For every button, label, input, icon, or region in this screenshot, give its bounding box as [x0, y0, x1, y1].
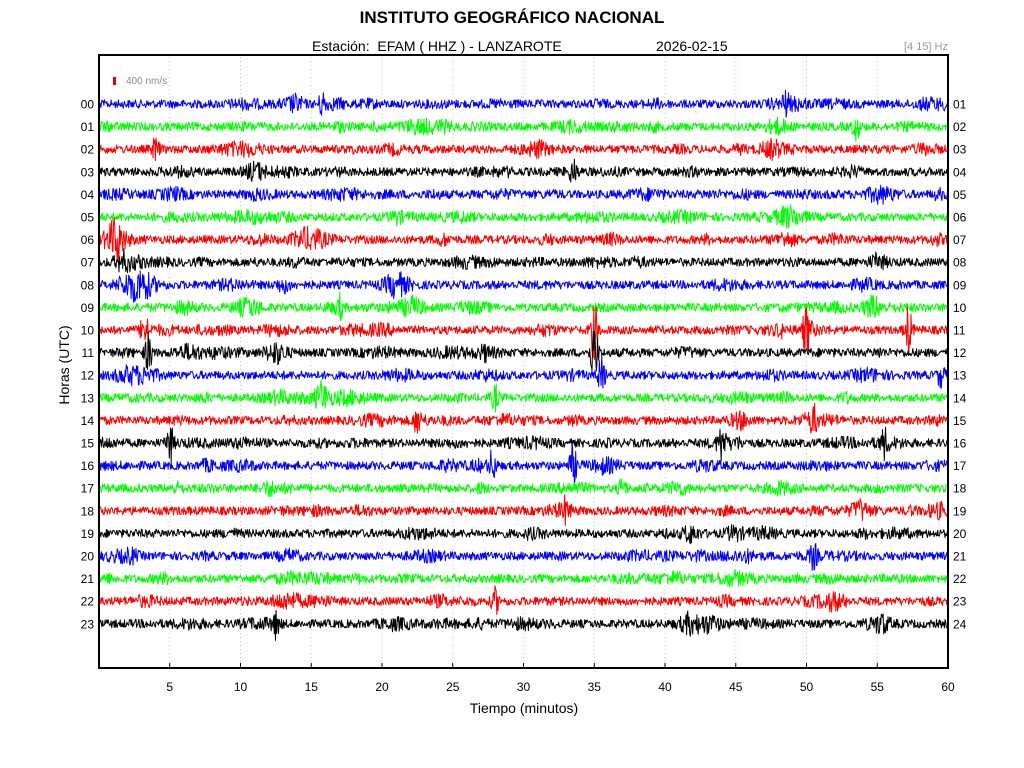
x-tick-label: 35 — [588, 680, 602, 694]
x-tick-label: 25 — [446, 680, 460, 694]
seismic-trace-hour-15 — [98, 426, 949, 463]
y-tick-label-left: 12 — [81, 369, 95, 383]
seismic-trace-hour-21 — [98, 569, 949, 588]
x-tick-label: 60 — [941, 680, 955, 694]
y-tick-label-right: 17 — [953, 459, 967, 473]
seismic-trace-hour-19 — [98, 524, 949, 545]
y-tick-label-right: 12 — [953, 346, 967, 360]
y-tick-label-left: 22 — [81, 595, 95, 609]
x-tick-label: 40 — [658, 680, 672, 694]
seismic-trace-hour-03 — [98, 158, 949, 183]
y-tick-label-right: 05 — [953, 188, 967, 202]
x-tick-label: 20 — [375, 680, 389, 694]
y-tick-label-right: 23 — [953, 595, 967, 609]
x-tick-label: 45 — [729, 680, 743, 694]
y-tick-label-left: 05 — [81, 211, 95, 225]
seismic-trace-hour-12 — [98, 354, 949, 389]
seismic-trace-hour-17 — [98, 478, 949, 498]
y-tick-label-left: 10 — [81, 324, 95, 338]
y-tick-label-left: 20 — [81, 550, 95, 564]
y-tick-label-right: 04 — [953, 165, 967, 179]
amplitude-scale-bar — [113, 77, 116, 85]
seismic-trace-hour-05 — [98, 204, 949, 229]
x-tick-label: 50 — [800, 680, 814, 694]
grid-layer — [169, 57, 878, 666]
y-tick-label-left: 13 — [81, 391, 95, 405]
y-tick-label-left: 18 — [81, 504, 95, 518]
y-tick-label-right: 14 — [953, 391, 967, 405]
y-tick-label-left: 09 — [81, 301, 95, 315]
x-tick-label: 15 — [305, 680, 319, 694]
seismic-trace-hour-16 — [98, 444, 949, 485]
seismic-trace-hour-18 — [98, 494, 949, 526]
y-tick-label-left: 08 — [81, 278, 95, 292]
y-tick-label-left: 21 — [81, 572, 95, 586]
y-tick-label-right: 09 — [953, 278, 967, 292]
y-tick-label-left: 03 — [81, 165, 95, 179]
station-line: Estación: EFAM ( HHZ ) - LANZAROTE — [312, 38, 562, 54]
tick-layer: 5 10 15 20 25 30 35 40 45 50 55 60 00 01 02 03 04 05 06 07 0… — [81, 98, 967, 695]
seismic-trace-hour-06 — [98, 216, 949, 261]
seismic-trace-hour-20 — [98, 543, 949, 571]
seismic-trace-hour-02 — [98, 137, 949, 162]
x-tick-label: 55 — [871, 680, 885, 694]
y-tick-label-right: 16 — [953, 437, 967, 451]
y-tick-label-right: 15 — [953, 414, 967, 428]
frequency-band-label: [4 15] Hz — [903, 41, 948, 53]
x-tick-label: 5 — [166, 680, 173, 694]
y-tick-label-left: 23 — [81, 617, 95, 631]
y-tick-label-left: 17 — [81, 482, 95, 496]
y-tick-label-left: 06 — [81, 233, 95, 247]
y-tick-label-left: 04 — [81, 188, 95, 202]
y-tick-label-left: 07 — [81, 256, 95, 270]
seismic-trace-hour-08 — [98, 270, 949, 303]
y-tick-label-left: 02 — [81, 143, 95, 157]
trace-layer — [98, 89, 949, 641]
y-tick-label-left: 01 — [81, 120, 95, 134]
y-tick-label-right: 19 — [953, 504, 967, 518]
y-tick-label-right: 21 — [953, 550, 967, 564]
y-tick-label-left: 14 — [81, 414, 95, 428]
date-label: 2026-02-15 — [656, 38, 728, 54]
seismic-trace-hour-01 — [98, 116, 949, 142]
x-tick-label: 30 — [517, 680, 531, 694]
seismic-trace-hour-04 — [98, 184, 949, 205]
y-tick-label-right: 13 — [953, 369, 967, 383]
page-title: INSTITUTO GEOGRÁFICO NACIONAL — [359, 8, 665, 27]
y-tick-label-right: 20 — [953, 527, 967, 541]
seismic-trace-hour-09 — [98, 291, 949, 322]
plot-frame — [98, 54, 949, 669]
y-tick-label-right: 06 — [953, 211, 967, 225]
x-axis-label: Tiempo (minutos) — [469, 700, 579, 716]
y-tick-label-left: 11 — [82, 346, 95, 360]
x-tick-label: 10 — [234, 680, 248, 694]
seismic-trace-hour-13 — [98, 379, 949, 413]
y-tick-label-right: 03 — [953, 143, 967, 157]
seismic-trace-hour-10 — [98, 306, 949, 360]
y-tick-label-left: 16 — [81, 459, 95, 473]
y-tick-label-right: 24 — [953, 617, 967, 631]
y-tick-label-right: 18 — [953, 482, 967, 496]
seismic-trace-hour-22 — [98, 585, 949, 615]
y-tick-label-left: 00 — [81, 98, 95, 112]
y-tick-label-left: 19 — [81, 527, 95, 541]
y-tick-label-right: 22 — [953, 572, 967, 586]
seismic-trace-hour-14 — [98, 403, 949, 434]
y-tick-label-right: 07 — [953, 233, 967, 247]
seismic-trace-hour-23 — [98, 609, 949, 641]
y-tick-label-right: 11 — [953, 324, 966, 338]
seismic-trace-hour-07 — [98, 248, 949, 273]
y-tick-label-right: 08 — [953, 256, 967, 270]
seismic-trace-hour-00 — [98, 89, 949, 118]
y-tick-label-left: 15 — [81, 437, 95, 451]
amplitude-scale-label: 400 nm/s — [126, 76, 168, 87]
y-tick-label-right: 02 — [953, 120, 967, 134]
seismic-trace-hour-11 — [98, 331, 949, 372]
y-tick-label-right: 01 — [953, 98, 967, 112]
y-tick-label-right: 10 — [953, 301, 967, 315]
